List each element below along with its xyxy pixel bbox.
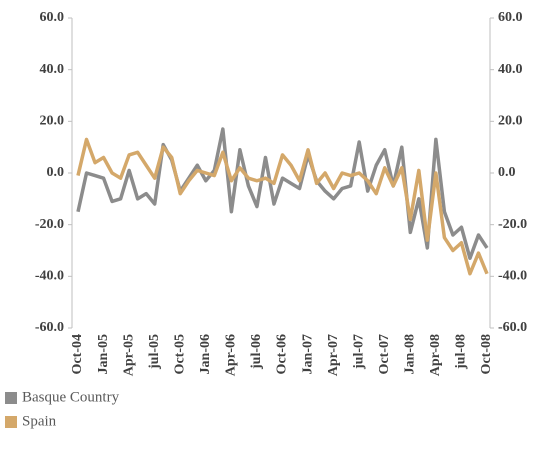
y2-tick-label: 0.0 [498,165,516,180]
x-tick-label: Jan-05 [96,334,111,374]
x-tick-label: jul-07 [351,334,366,370]
y2-tick-label: 20.0 [498,114,523,129]
y2-tick-label: -60.0 [498,320,527,335]
series-line [76,127,489,260]
series-line [76,137,489,276]
y-tick-label: 20.0 [40,114,65,129]
y-tick-label: 60.0 [40,10,65,25]
y-tick-label: 0.0 [47,165,65,180]
x-tick-label: Apr-06 [224,334,239,376]
legend-swatch [5,416,17,428]
x-tick-label: Jan-06 [198,334,213,374]
x-tick-label: Oct-07 [377,334,392,374]
x-tick-label: Apr-05 [121,334,136,376]
y-tick-label: -40.0 [35,269,64,284]
x-tick-label: Oct-08 [479,334,494,374]
y2-tick-label: -20.0 [498,217,527,232]
x-tick-label: jul-05 [147,334,162,370]
y2-tick-label: -40.0 [498,269,527,284]
x-tick-label: jul-08 [454,334,469,370]
y2-tick-label: 40.0 [498,62,523,77]
y2-tick-label: 60.0 [498,10,523,25]
x-tick-label: Oct-06 [275,334,290,374]
y-tick-label: -20.0 [35,217,64,232]
y-tick-label: -60.0 [35,320,64,335]
x-tick-label: Apr-08 [428,334,443,376]
legend-label: Basque Country [22,389,120,405]
x-tick-label: Apr-07 [326,334,341,376]
legend-label: Spain [22,413,57,429]
x-tick-label: jul-06 [249,334,264,370]
y-tick-label: 40.0 [40,62,65,77]
x-tick-label: Oct-05 [172,334,187,374]
x-tick-label: Oct-04 [70,334,85,374]
x-tick-label: Jan-07 [300,334,315,374]
x-tick-label: Jan-08 [403,334,418,374]
legend-swatch [5,392,17,404]
